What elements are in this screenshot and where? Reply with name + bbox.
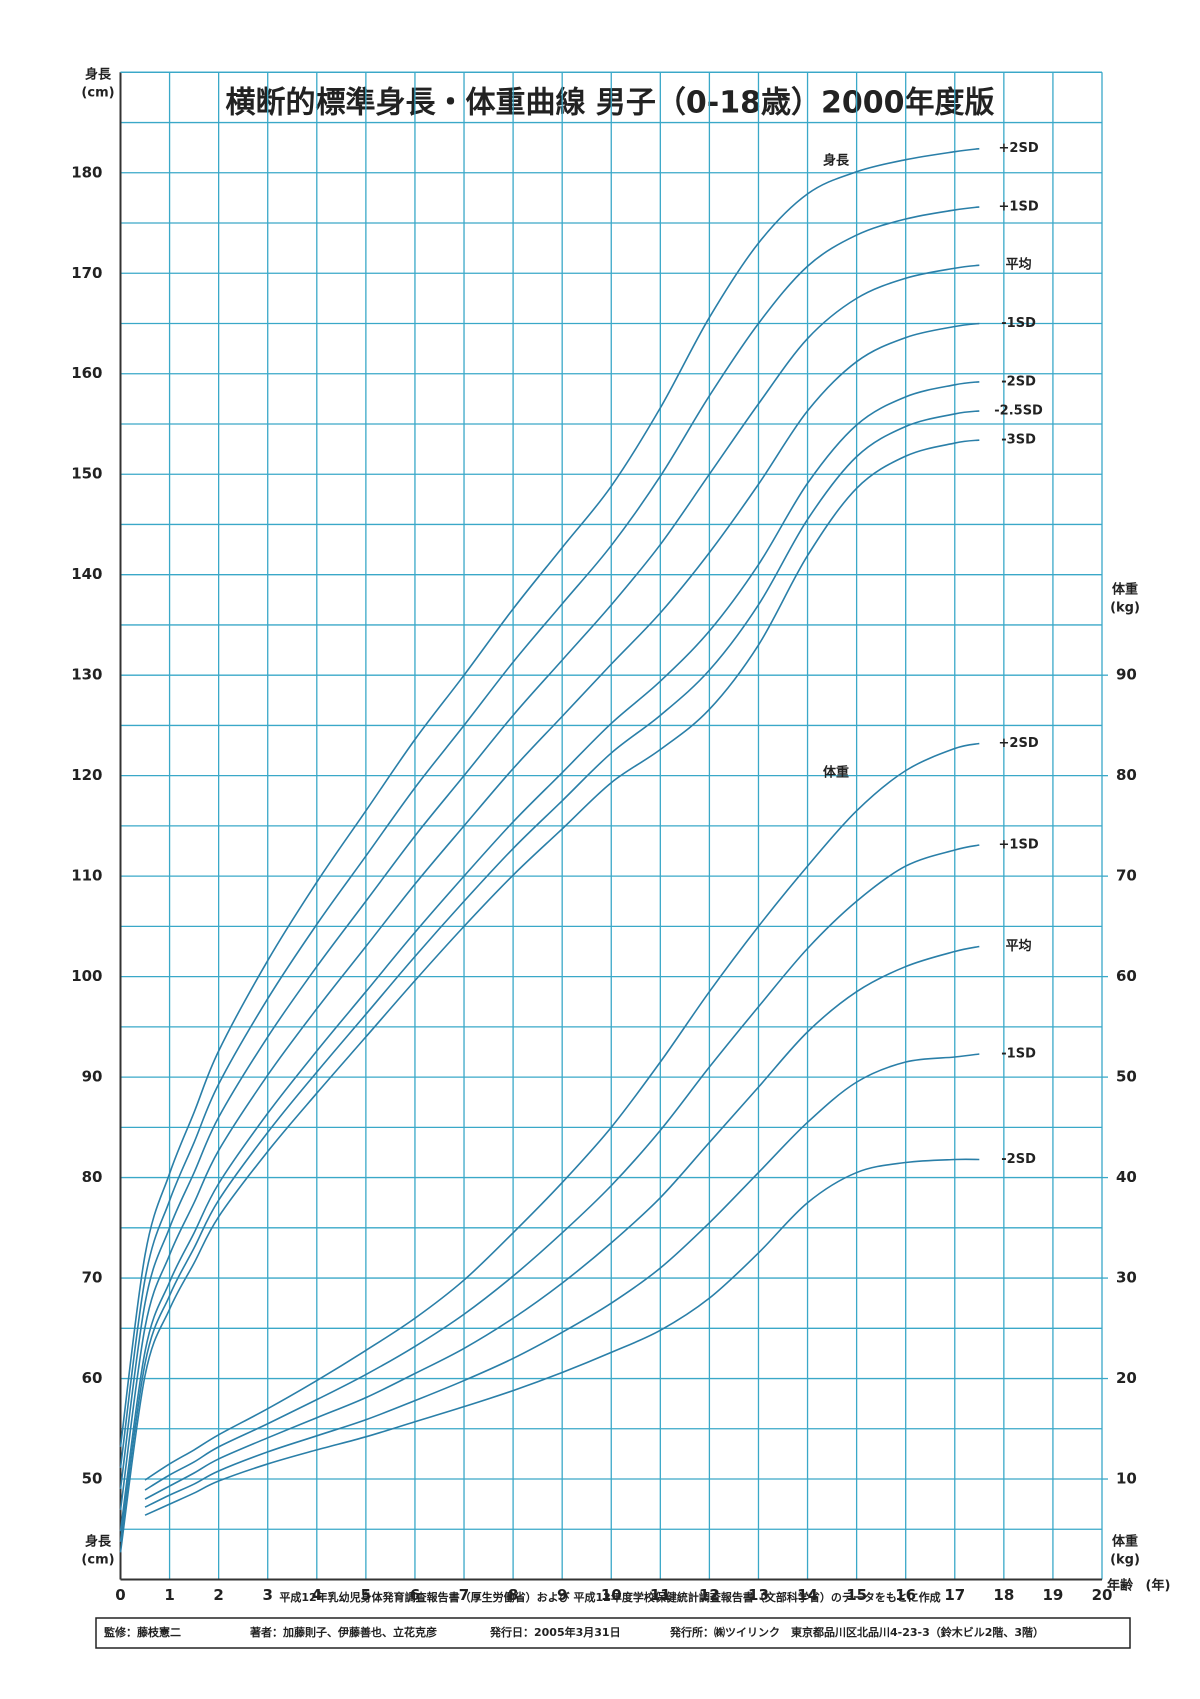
y-tick-label: 140 (71, 565, 102, 583)
x-tick-label: 8 (508, 1586, 518, 1604)
y2-tick-label: 10 (1116, 1470, 1137, 1488)
x-tick-label: 11 (650, 1586, 671, 1604)
y2-tick-label: 70 (1116, 867, 1137, 885)
curve-label: +2SD (999, 736, 1039, 751)
y-tick-label: 120 (71, 766, 102, 784)
curve-label: 平均 (1006, 257, 1032, 273)
x-tick-label: 10 (601, 1586, 622, 1604)
x-tick-label: 6 (410, 1586, 420, 1604)
curve-label: -1SD (1001, 1046, 1036, 1061)
x-tick-label: 9 (557, 1586, 567, 1604)
y-tick-label: 160 (71, 364, 102, 382)
y-tick-label: 80 (82, 1168, 103, 1186)
x-tick-label: 20 (1092, 1586, 1113, 1604)
curve-label: -2SD (1001, 374, 1036, 389)
credit: 発行所：㈱ツイリンク 東京都品川区北品川4-23-3（鈴木ビル2階、3階） (669, 1625, 1044, 1639)
x-axis-label: 年齢 (1107, 1578, 1134, 1594)
credits-box (95, 1617, 1131, 1649)
x-tick-label: 0 (115, 1586, 125, 1604)
y-tick-label: 50 (82, 1470, 103, 1488)
growth-curve (144, 1158, 980, 1516)
x-axis-label: (年) (1146, 1578, 1171, 1594)
y-axis-label: (cm) (81, 86, 114, 101)
y2-tick-label: 60 (1116, 967, 1137, 985)
credit: 著者：加藤則子、伊藤善也、立花克彦 (250, 1625, 437, 1639)
y-tick-label: 180 (71, 163, 102, 181)
x-tick-label: 5 (361, 1586, 371, 1604)
y2-axis-label: (kg) (1110, 601, 1140, 616)
y-tick-label: 170 (71, 264, 102, 282)
curve-label: -1SD (1001, 316, 1036, 331)
y2-axis-label: 体重 (1112, 582, 1138, 598)
growth-curve (119, 147, 980, 1447)
growth-curve (144, 742, 980, 1481)
y2-tick-label: 40 (1116, 1168, 1137, 1186)
y2-tick-label: 80 (1116, 766, 1137, 784)
y2-tick-label: 30 (1116, 1269, 1137, 1287)
x-tick-label: 19 (1042, 1586, 1063, 1604)
curve-label: -2.5SD (994, 403, 1043, 418)
y2-axis-label: (kg) (1110, 1553, 1140, 1568)
source-note: 平成12年乳幼児身体発育調査報告書（厚生労働省）および 平成12年度学校保健統計… (279, 1590, 940, 1604)
y2-axis-label: 体重 (1112, 1534, 1138, 1550)
chart-title: 横断的標準身長・体重曲線 男子（0-18歳）2000年度版 (225, 86, 994, 121)
growth-curve (119, 439, 980, 1553)
x-tick-label: 7 (459, 1586, 469, 1604)
y-tick-label: 100 (71, 967, 102, 985)
x-tick-label: 18 (993, 1586, 1014, 1604)
curve-label: +1SD (999, 199, 1039, 214)
x-tick-label: 1 (164, 1586, 174, 1604)
credit: 発行日：2005年3月31日 (489, 1625, 621, 1639)
growth-curve (144, 945, 980, 1500)
y2-tick-label: 50 (1116, 1068, 1137, 1086)
credit: 監修：藤枝憲二 (104, 1625, 181, 1639)
y2-tick-label: 20 (1116, 1369, 1137, 1387)
y-axis-label: (cm) (81, 1553, 114, 1568)
growth-curve (119, 206, 980, 1469)
y-tick-label: 90 (82, 1068, 103, 1086)
x-tick-label: 14 (797, 1586, 818, 1604)
annotation: 身長 (823, 153, 850, 169)
growth-curve (119, 410, 980, 1542)
x-tick-label: 17 (944, 1586, 965, 1604)
y-tick-label: 110 (71, 867, 102, 885)
x-tick-label: 13 (748, 1586, 769, 1604)
y-tick-label: 130 (71, 666, 102, 684)
curve-label: -2SD (1001, 1152, 1036, 1167)
curve-label: 平均 (1006, 938, 1032, 954)
growth-curve (119, 264, 980, 1490)
growth-curve (119, 322, 980, 1511)
y-tick-label: 60 (82, 1369, 103, 1387)
curve-label: -3SD (1001, 433, 1036, 448)
curve-label: +1SD (999, 837, 1039, 852)
annotation: 体重 (823, 765, 849, 781)
growth-curve (144, 1053, 980, 1508)
x-tick-label: 4 (312, 1586, 322, 1604)
x-tick-label: 15 (846, 1586, 867, 1604)
x-tick-label: 3 (263, 1586, 273, 1604)
y-tick-label: 150 (71, 465, 102, 483)
curve-label: +2SD (999, 141, 1039, 156)
growth-curve (119, 380, 980, 1532)
growth-curve (144, 844, 980, 1491)
x-tick-label: 2 (213, 1586, 223, 1604)
y-axis-label: 身長 (85, 1534, 112, 1550)
y-axis-label: 身長 (85, 67, 112, 83)
y-tick-label: 70 (82, 1269, 103, 1287)
y2-tick-label: 90 (1116, 666, 1137, 684)
x-tick-label: 12 (699, 1586, 720, 1604)
x-tick-label: 16 (895, 1586, 916, 1604)
